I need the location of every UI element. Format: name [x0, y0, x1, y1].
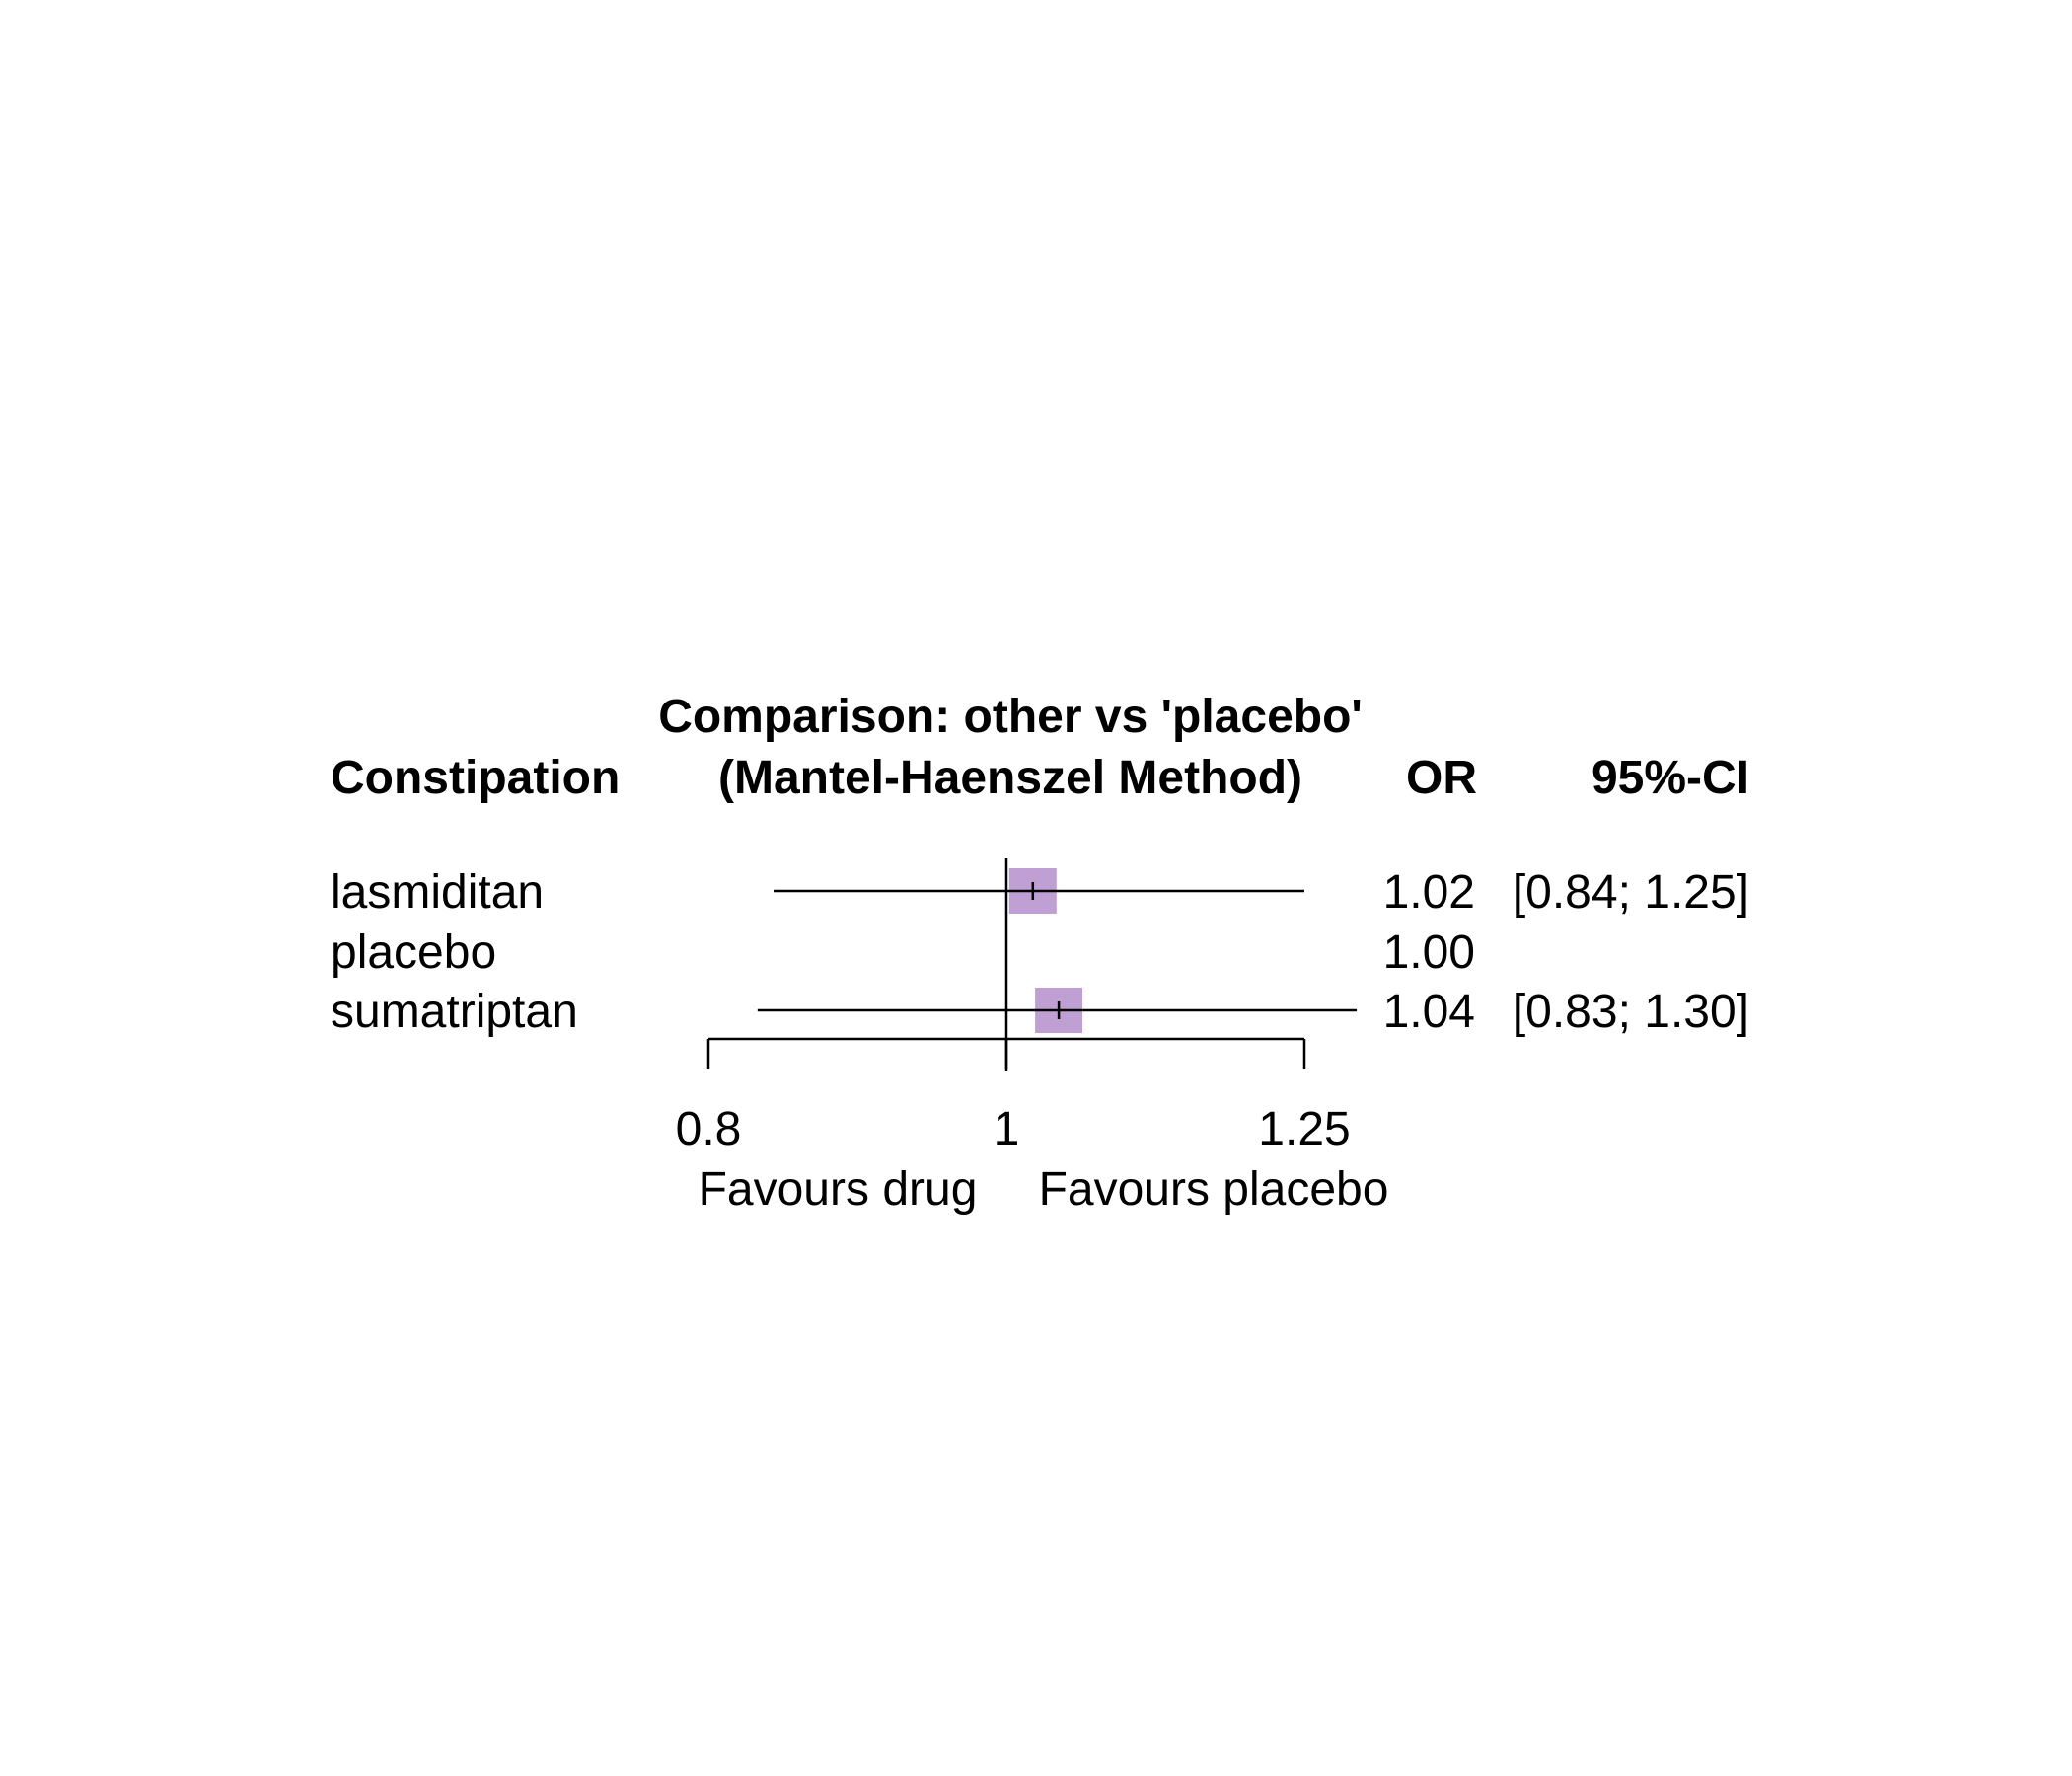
x-axis: 0.8 1 1.25: [676, 1037, 1351, 1155]
study-label: placebo: [331, 926, 496, 979]
study-label: lasmiditan: [331, 866, 544, 919]
ci-value: [0.83; 1.30]: [1513, 986, 1749, 1038]
ci-column-header: 95%-CI: [1591, 752, 1749, 804]
axis-tick-label: 1: [994, 1103, 1020, 1155]
outcome-column-header: Constipation: [331, 752, 620, 804]
ci-value: [0.84; 1.25]: [1513, 866, 1749, 919]
plot-title-line2: (Mantel-Haenszel Method): [718, 752, 1302, 804]
or-value: 1.02: [1383, 866, 1475, 919]
axis-tick-label: 1.25: [1258, 1103, 1350, 1155]
favours-right-label: Favours placebo: [1039, 1163, 1389, 1216]
or-column-header: OR: [1406, 752, 1477, 804]
favours-left-label: Favours drug: [699, 1163, 978, 1216]
axis-tick-label: 0.8: [676, 1103, 742, 1155]
or-value: 1.04: [1383, 986, 1475, 1038]
forest-rows: lasmiditan 1.02 [0.84; 1.25] placebo 1.00 sum…: [331, 866, 1749, 1038]
study-label: sumatriptan: [331, 986, 578, 1038]
or-value: 1.00: [1383, 926, 1475, 979]
plot-title-line1: Comparison: other vs 'placebo': [658, 691, 1363, 743]
